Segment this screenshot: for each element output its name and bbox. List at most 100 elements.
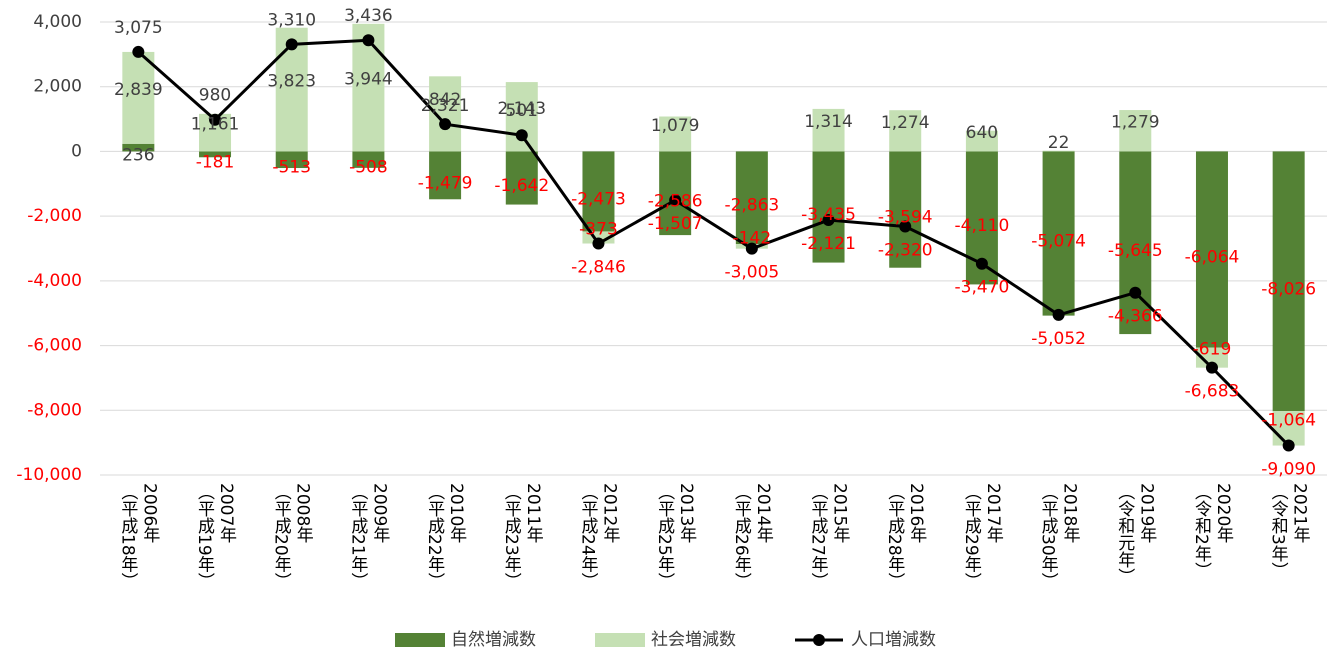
data-label: -1,064 [1261,410,1316,430]
bar [889,110,922,152]
data-label: -2,320 [878,240,933,260]
x-tick-label: 2013年 （平成25年） [654,483,697,590]
data-label: -1,642 [494,176,549,196]
line-point [1205,361,1218,374]
data-label: -3,435 [801,205,856,225]
data-label: -5,074 [1031,232,1086,252]
bar [889,151,922,268]
y-tick-label: 2,000 [33,77,82,97]
data-label: 22 [1048,133,1070,153]
bar [429,151,462,200]
line-point [669,194,682,207]
line [137,38,1290,447]
data-label: 2,839 [114,80,163,100]
bar [659,151,692,236]
y-tick-label: -2,000 [27,206,82,226]
x-tick-label: 2018年 （平成30年） [1037,483,1080,590]
x-tick-label: 2011年 （平成23年） [500,483,543,590]
bar [122,143,155,152]
data-label: -3,594 [878,208,933,228]
x-tick-label: 2009年 （平成21年） [347,483,390,590]
bar [812,108,845,152]
line-point [515,129,528,142]
data-label: -2,586 [648,191,703,211]
bar [1195,347,1228,368]
data-label: -619 [1193,340,1232,360]
data-label: 1,279 [1111,113,1160,133]
legend-label: 社会増減数 [651,630,736,650]
data-label: -3,005 [724,263,779,283]
line-point [1129,286,1142,299]
legend-swatch [813,634,825,646]
bar [659,116,692,152]
line-point [132,45,145,58]
data-label: 3,310 [267,10,316,30]
line-point [439,118,452,131]
x-tick-label: 2014年 （平成26年） [730,483,773,590]
x-tick-label: 2019年 （令和元年） [1114,483,1157,585]
legend-label: 自然増減数 [451,630,536,650]
bar [1195,151,1228,348]
data-label: 3,436 [344,6,393,26]
data-label: -4,110 [955,216,1010,236]
data-label: 640 [966,123,998,143]
data-label: 1,274 [881,113,930,133]
data-label: -2,473 [571,189,626,209]
bar [1042,151,1075,316]
data-label: 1,314 [804,112,853,132]
y-tick-label: -6,000 [27,336,82,356]
data-label: -2,846 [571,258,626,278]
legend-swatch [595,633,645,647]
bar [965,130,998,152]
data-label: -181 [196,152,235,172]
bar [735,151,768,245]
line-point [1052,308,1065,321]
data-label: -1,479 [418,173,473,193]
data-label: -3,470 [955,278,1010,298]
line-point [899,220,912,233]
line-point [1282,439,1295,452]
x-tick-label: 2021年 （令和3年） [1267,483,1310,579]
bar [352,151,385,168]
y-tick-label: 4,000 [33,12,82,32]
y-tick-label: -4,000 [27,271,82,291]
x-tick-label: 2015年 （平成27年） [807,483,850,590]
x-tick-label: 2016年 （平成28年） [884,483,927,590]
bar [812,151,845,263]
bar [505,151,538,205]
line-point [745,242,758,255]
data-label: -2,121 [801,234,856,254]
y-tick-label: 0 [71,141,82,161]
y-tick-label: -10,000 [16,465,82,485]
data-label: 3,075 [114,18,163,38]
data-label: 236 [122,146,154,166]
data-label: -8,026 [1261,279,1316,299]
bar [582,151,615,232]
line-point [822,214,835,227]
y-tick-label: -8,000 [27,400,82,420]
x-tick-label: 2006年 （平成18年） [117,483,160,590]
data-label: 501 [506,101,538,121]
data-label: -1,507 [648,214,703,234]
bar [1272,151,1305,412]
line-point [362,34,375,47]
data-label: -9,090 [1261,460,1316,480]
data-label: -6,683 [1185,382,1240,402]
data-label: 980 [199,86,231,106]
data-label: 1,161 [191,115,240,135]
data-label: 3,823 [267,72,316,92]
x-tick-label: 2008年 （平成20年） [270,483,313,590]
data-label: 1,079 [651,116,700,136]
legend-swatch [395,633,445,647]
data-label: -373 [579,219,618,239]
bar [199,151,232,158]
bar [122,51,155,144]
data-label: -6,064 [1185,248,1240,268]
data-label: -5,645 [1108,241,1163,261]
x-tick-label: 2007年 （平成19年） [194,483,237,590]
data-label: 3,944 [344,70,393,90]
data-label: 842 [429,90,461,110]
data-label: -4,366 [1108,307,1163,327]
data-label: -5,052 [1031,329,1086,349]
